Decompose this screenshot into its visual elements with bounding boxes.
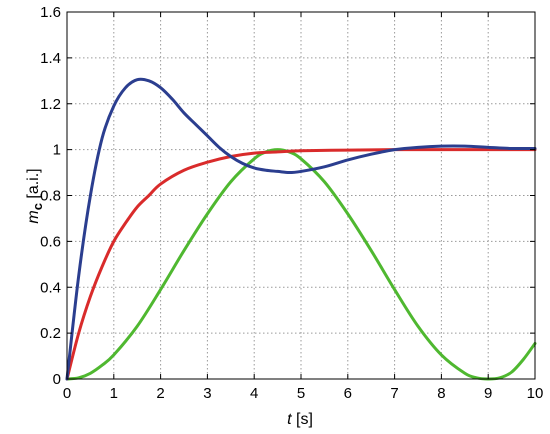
y-tick-label: 0.6: [40, 233, 61, 250]
x-axis-label-var: t: [287, 411, 292, 428]
x-tick-label: 8: [437, 385, 445, 402]
y-tick-label: 0.2: [40, 325, 61, 342]
y-tick-label: 1: [53, 142, 61, 159]
y-axis-label-var: m: [25, 210, 42, 223]
y-tick-label: 1.6: [40, 4, 61, 21]
x-tick-label: 9: [484, 385, 492, 402]
y-tick-label: 0.4: [40, 279, 61, 296]
y-tick-label: 1.2: [40, 96, 61, 113]
x-tick-label: 0: [63, 385, 71, 402]
x-tick-label: 3: [203, 385, 211, 402]
series-line-0: [65, 77, 537, 381]
y-tick-label: 0: [53, 371, 61, 388]
x-tick-labels: 0 1 2 3 4 5 6 7 8 9 10: [63, 385, 544, 402]
x-tick-label: 6: [344, 385, 352, 402]
y-tick-label: 0.8: [40, 188, 61, 205]
axis-ticks: [66, 11, 536, 380]
x-tick-label: 2: [156, 385, 164, 402]
x-tick-label: 10: [527, 385, 544, 402]
y-axis-label-sub: c: [30, 203, 45, 210]
y-axis-label-unit: [a.i.]: [25, 168, 42, 198]
x-tick-label: 7: [390, 385, 398, 402]
y-tick-labels: 0 0.2 0.4 0.6 0.8 1 1.2 1.4 1.6: [40, 4, 61, 388]
x-tick-label: 5: [297, 385, 305, 402]
x-tick-label: 1: [110, 385, 118, 402]
y-axis-label: mc [a.i.]: [25, 168, 45, 223]
x-tick-label: 4: [250, 385, 258, 402]
x-axis-label: t [s]: [287, 411, 313, 428]
y-tick-label: 1.4: [40, 50, 61, 67]
grid: [67, 12, 535, 379]
x-axis-label-unit: [s]: [296, 411, 313, 428]
